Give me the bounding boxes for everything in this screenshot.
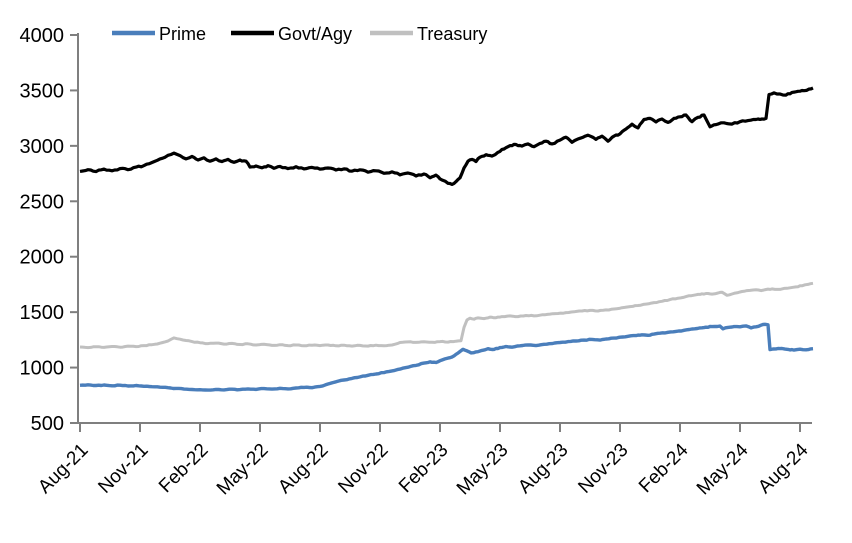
y-tick-label: 4000	[20, 25, 65, 47]
treasury-legend-label: Treasury	[417, 24, 487, 44]
x-axis: Aug-21 Nov-21 Feb-22 May-22 Aug-22 Nov-22 Feb-…	[34, 422, 813, 500]
x-tick-label: Aug-24	[754, 439, 812, 497]
x-tick-label: May-23	[453, 440, 513, 500]
govt-agy-legend-label: Govt/Agy	[278, 24, 352, 44]
y-tick-label: 3000	[20, 136, 65, 158]
x-tick-label: Nov-23	[574, 440, 632, 498]
x-tick-label: Nov-21	[94, 440, 152, 498]
y-tick-label: 1000	[20, 358, 65, 380]
legend-item-prime: Prime	[112, 24, 206, 44]
y-tick-label: 3500	[20, 80, 65, 102]
x-tick-label: May-24	[693, 439, 753, 499]
series-line-govt-agy	[79, 86, 814, 186]
series-line-prime	[79, 322, 814, 392]
x-tick-label: Aug-23	[514, 440, 572, 498]
x-tick-label: Aug-22	[274, 440, 332, 498]
y-tick-label: 2500	[20, 191, 65, 213]
x-tick-label: Feb-24	[635, 439, 693, 497]
prime-legend-label: Prime	[159, 24, 206, 44]
y-tick-label: 1500	[20, 302, 65, 324]
y-axis: 4000 3500 3000 2500 2000 1500 1000 500	[20, 25, 79, 435]
x-tick-label: Feb-23	[395, 440, 452, 497]
y-tick-label: 500	[31, 413, 64, 435]
x-tick-label: May-22	[213, 440, 273, 500]
x-tick-label: Feb-22	[155, 440, 212, 497]
series-line-treasury	[79, 281, 814, 350]
y-tick-label: 2000	[20, 247, 65, 269]
legend-item-govt-agy: Govt/Agy	[231, 24, 352, 44]
x-tick-label: Nov-22	[334, 440, 392, 498]
legend: Prime Govt/Agy Treasury	[112, 24, 487, 44]
series-layer	[79, 86, 814, 392]
x-tick-label: Aug-21	[34, 440, 92, 498]
legend-item-treasury: Treasury	[370, 24, 487, 44]
